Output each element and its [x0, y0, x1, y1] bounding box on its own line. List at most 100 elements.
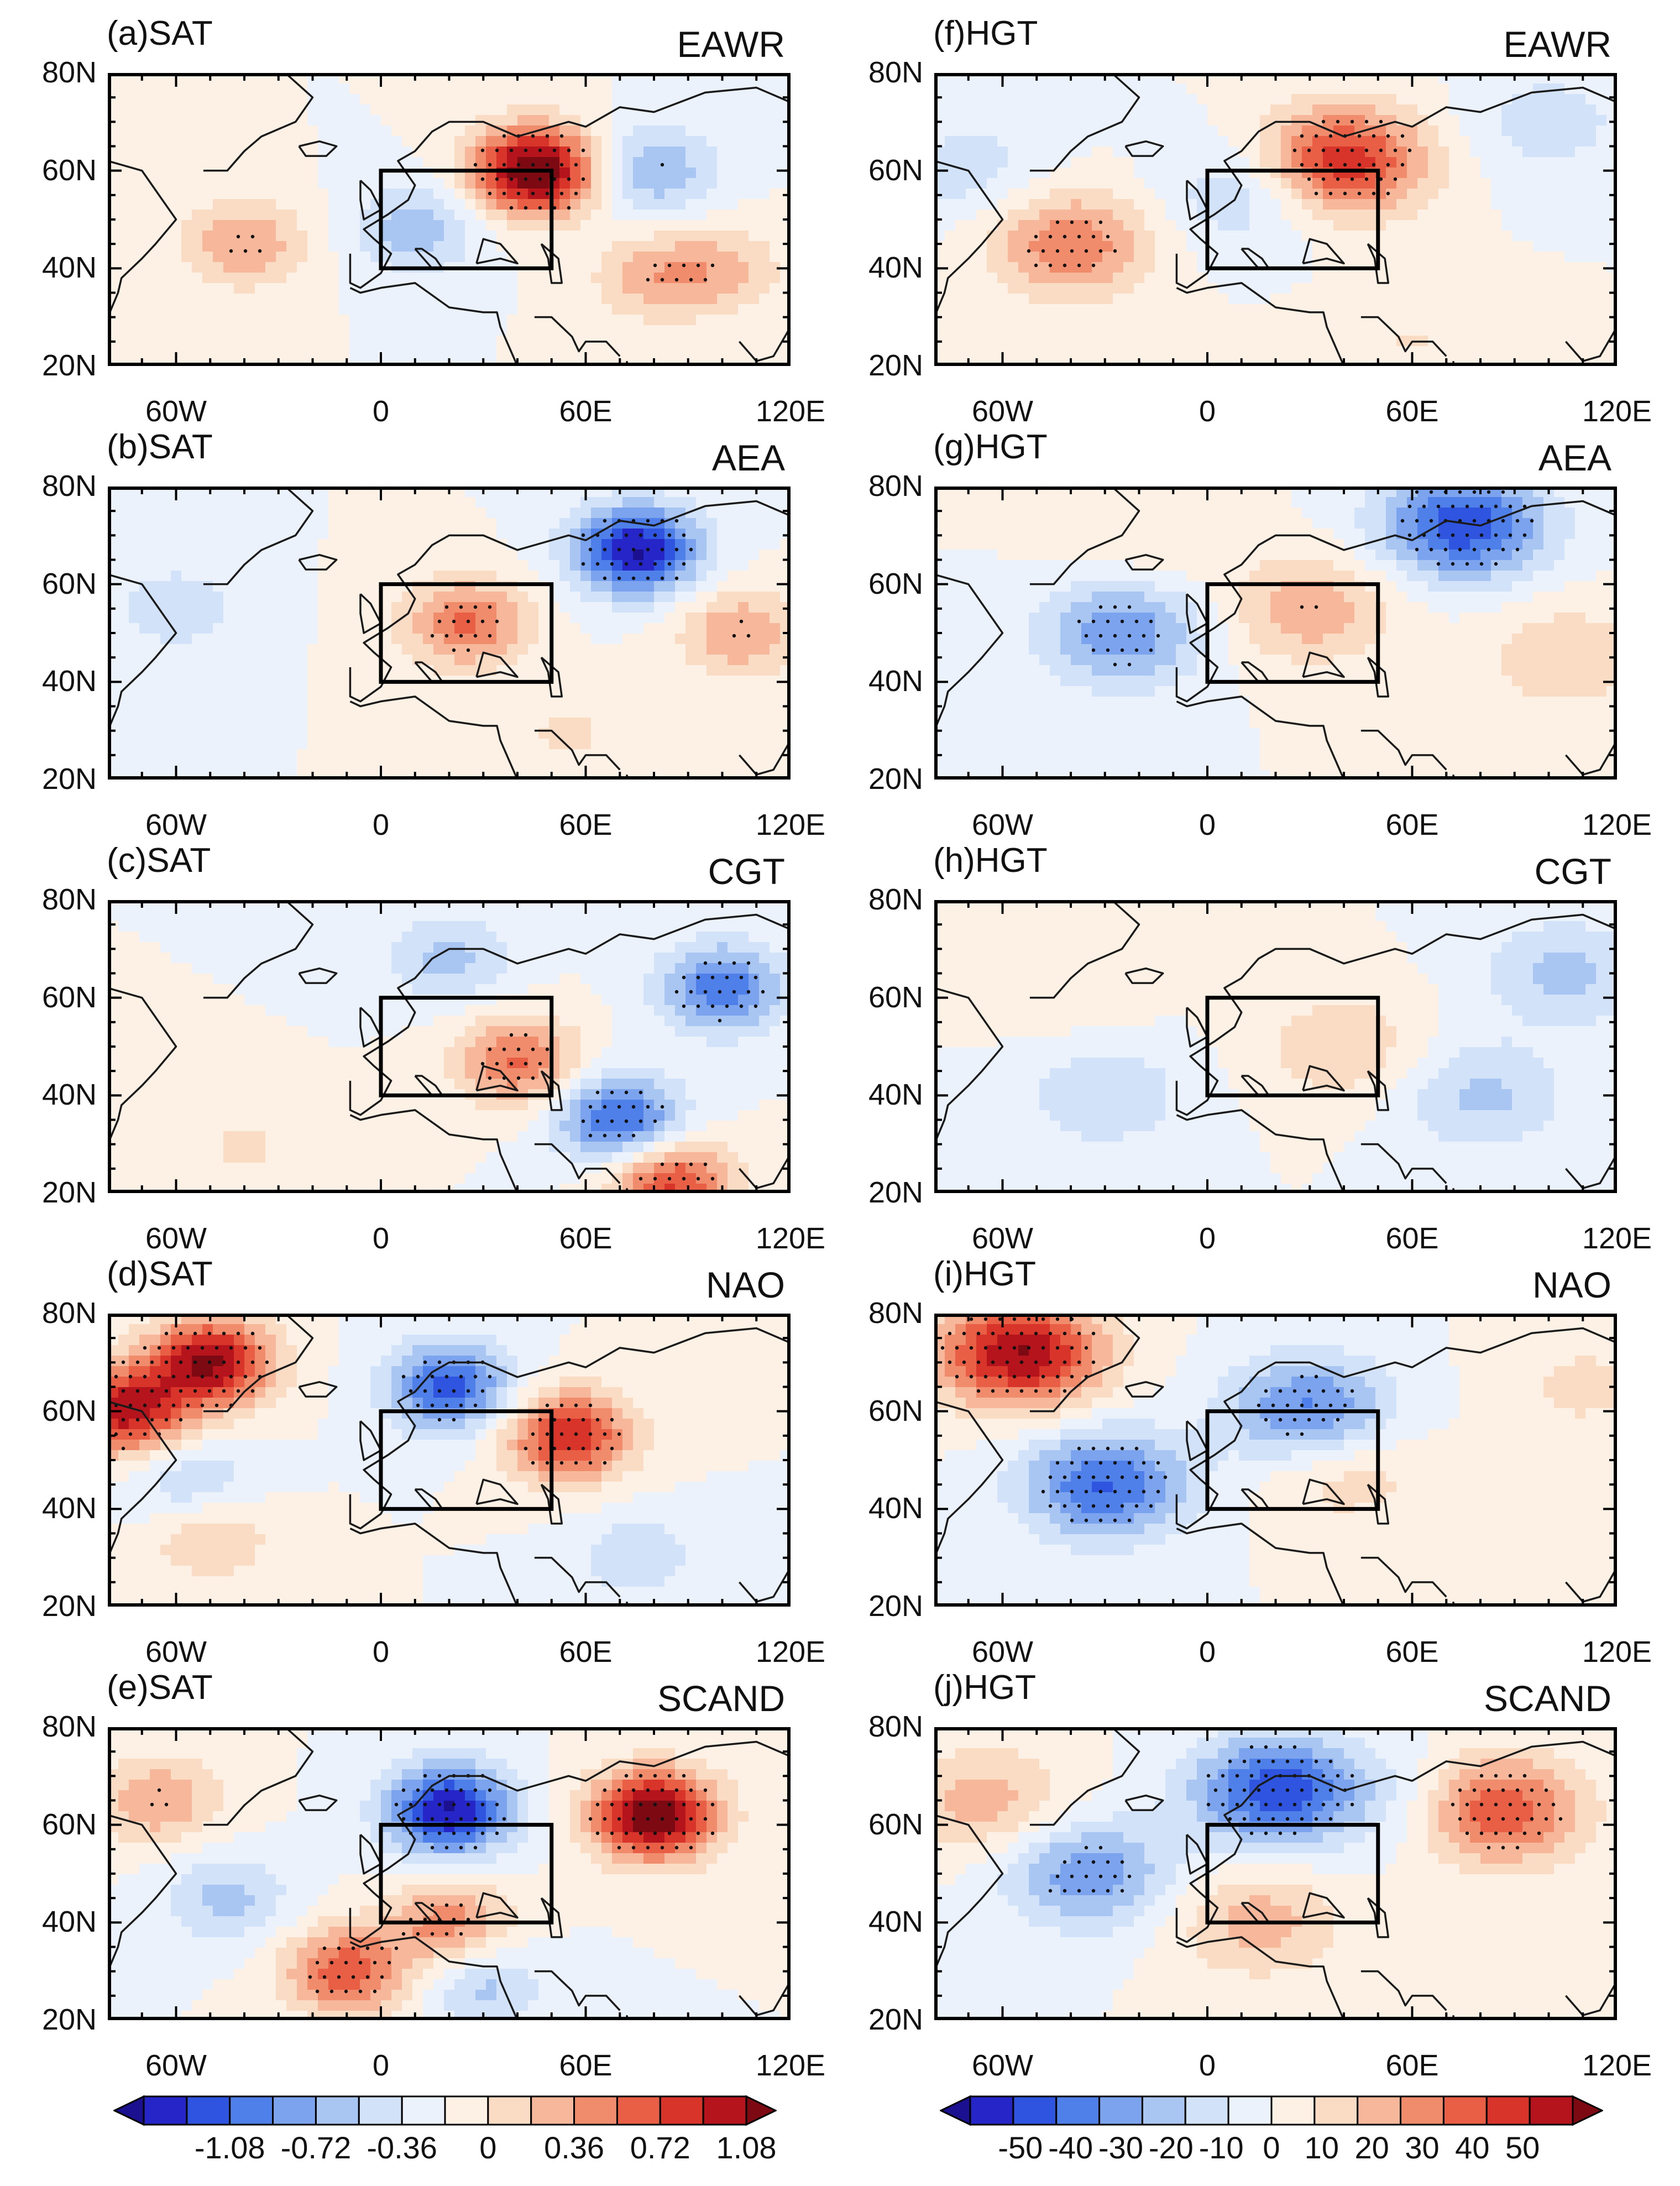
- map-panel-g: [934, 487, 1617, 780]
- panel-title-a: (a)SAT: [107, 17, 213, 51]
- lat-tick-label: 80N: [840, 1298, 923, 1328]
- panel-mode-c: CGT: [514, 853, 785, 890]
- reference-box-d: [379, 1409, 554, 1511]
- reference-box-i: [1205, 1409, 1380, 1511]
- colorbar-label: -20: [1110, 2132, 1232, 2163]
- lat-tick-label: 80N: [14, 1712, 97, 1742]
- lat-tick-label: 80N: [14, 471, 97, 501]
- lat-tick-label: 60N: [14, 1396, 97, 1426]
- lat-tick-label: 40N: [840, 666, 923, 696]
- shading-a: [108, 73, 791, 366]
- lon-tick-label: 60W: [942, 1637, 1064, 1667]
- panel-mode-f: EAWR: [1341, 26, 1611, 62]
- significance-stipple-i: [940, 1317, 1354, 1523]
- colorbar-label: 0: [427, 2132, 549, 2163]
- panel-title-d: (d)SAT: [107, 1257, 213, 1291]
- lat-tick-label: 20N: [840, 2005, 923, 2035]
- lon-tick-label: 120E: [1556, 2051, 1678, 2080]
- shading-c: [108, 900, 791, 1193]
- colorbar-label: -0.36: [341, 2132, 463, 2163]
- lat-tick-label: 20N: [14, 1178, 97, 1207]
- lon-tick-label: 0: [1147, 1223, 1268, 1253]
- map-panel-e: [108, 1727, 791, 2020]
- lat-tick-label: 40N: [14, 1907, 97, 1937]
- lat-tick-label: 80N: [840, 1712, 923, 1742]
- lat-tick-label: 60N: [14, 155, 97, 185]
- colorbar-sat: [113, 2095, 777, 2126]
- reference-box-g: [1205, 582, 1380, 684]
- shading-b: [108, 487, 791, 780]
- colorbar-label: 10: [1261, 2132, 1383, 2163]
- map-panel-i: [934, 1314, 1617, 1607]
- lon-tick-label: 60W: [116, 396, 237, 426]
- panel-mode-h: CGT: [1341, 853, 1611, 890]
- map-panel-d: [108, 1314, 791, 1607]
- lon-tick-label: 120E: [1556, 810, 1678, 840]
- significance-stipple-j: [1048, 1745, 1563, 1893]
- panel-title-f: (f)HGT: [933, 17, 1038, 51]
- colorbar-label: 30: [1362, 2132, 1483, 2163]
- lat-tick-label: 20N: [14, 2005, 97, 2035]
- lon-tick-label: 0: [1147, 396, 1268, 426]
- lon-tick-label: 60W: [116, 1637, 237, 1667]
- shading-f: [934, 73, 1617, 366]
- shading-h: [934, 900, 1617, 1193]
- significance-stipple-c: [480, 961, 765, 1181]
- panel-mode-j: SCAND: [1341, 1680, 1611, 1717]
- colorbar-hgt: [940, 2095, 1603, 2126]
- panel-title-e: (e)SAT: [107, 1671, 213, 1705]
- map-panel-h: [934, 900, 1617, 1193]
- shading-j: [934, 1727, 1617, 2020]
- reference-box-f: [1205, 169, 1380, 270]
- lon-tick-label: 60E: [525, 1223, 647, 1253]
- panel-title-h: (h)HGT: [933, 844, 1048, 878]
- lon-tick-label: 0: [1147, 2051, 1268, 2080]
- lat-tick-label: 80N: [14, 885, 97, 914]
- lon-tick-label: 0: [1147, 810, 1268, 840]
- lat-tick-label: 60N: [840, 982, 923, 1012]
- lat-tick-label: 40N: [840, 1080, 923, 1110]
- map-panel-j: [934, 1727, 1617, 2020]
- lat-tick-label: 60N: [840, 1810, 923, 1839]
- lat-tick-label: 40N: [14, 253, 97, 283]
- coastlines-g: [934, 487, 1617, 780]
- lat-tick-label: 40N: [14, 1080, 97, 1110]
- coastlines-i: [934, 1314, 1617, 1607]
- reference-box-c: [379, 996, 554, 1097]
- map-panel-b: [108, 487, 791, 780]
- colorbar-label: -50: [960, 2132, 1081, 2163]
- lon-tick-label: 60E: [525, 810, 647, 840]
- lat-tick-label: 20N: [840, 764, 923, 794]
- colorbar-label: -1.08: [169, 2132, 291, 2163]
- coastlines-j: [934, 1727, 1617, 2020]
- lat-tick-label: 20N: [840, 351, 923, 380]
- coastlines-b: [108, 487, 791, 780]
- lon-tick-label: 60W: [116, 810, 237, 840]
- significance-stipple-d: [114, 1331, 621, 1465]
- lat-tick-label: 20N: [840, 1178, 923, 1207]
- lon-tick-label: 60W: [942, 2051, 1064, 2080]
- coastlines-c: [108, 900, 791, 1193]
- map-panel-c: [108, 900, 791, 1193]
- lat-tick-label: 60N: [840, 155, 923, 185]
- lon-tick-label: 0: [320, 810, 442, 840]
- panel-mode-a: EAWR: [514, 26, 785, 62]
- lat-tick-label: 60N: [840, 569, 923, 599]
- colorbar-label: 1.08: [685, 2132, 807, 2163]
- significance-stipple-a: [229, 134, 715, 282]
- lon-tick-label: 120E: [1556, 1637, 1678, 1667]
- significance-stipple-g: [1077, 490, 1534, 667]
- lat-tick-label: 80N: [14, 57, 97, 87]
- lat-tick-label: 60N: [14, 1810, 97, 1839]
- lon-tick-label: 60E: [525, 2051, 647, 2080]
- colorbar-label: -0.72: [255, 2132, 376, 2163]
- panel-mode-i: NAO: [1341, 1267, 1611, 1303]
- coastlines-f: [934, 73, 1617, 366]
- lat-tick-label: 40N: [840, 1907, 923, 1937]
- significance-stipple-e: [150, 1774, 715, 1994]
- panel-title-b: (b)SAT: [107, 430, 213, 464]
- lat-tick-label: 80N: [840, 885, 923, 914]
- lon-tick-label: 60E: [1352, 1637, 1473, 1667]
- lon-tick-label: 0: [1147, 1637, 1268, 1667]
